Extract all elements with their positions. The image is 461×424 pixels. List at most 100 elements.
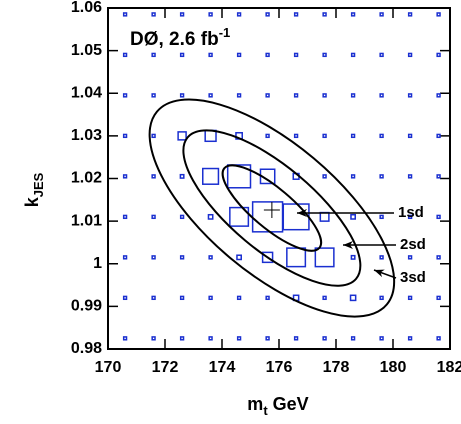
likelihood-box — [379, 133, 384, 139]
likelihood-box — [379, 12, 384, 17]
likelihood-box — [407, 93, 413, 98]
likelihood-box — [265, 12, 270, 17]
x-tick-label: 174 — [209, 359, 236, 376]
y-axis-label: kJES — [22, 172, 46, 207]
x-tick-label: 176 — [266, 359, 293, 376]
likelihood-box — [350, 174, 356, 179]
y-tick-label: 1.03 — [71, 127, 102, 144]
likelihood-box — [236, 295, 242, 301]
likelihood-box — [379, 174, 384, 179]
likelihood-box — [236, 52, 242, 58]
likelihood-box — [151, 336, 156, 341]
x-label-sub: t — [263, 403, 268, 418]
likelihood-box — [226, 164, 252, 189]
y-tick-label: 1.05 — [71, 42, 102, 59]
likelihood-box — [407, 12, 413, 17]
x-tick-label: 172 — [152, 359, 179, 376]
likelihood-box — [151, 133, 156, 139]
likelihood-box — [350, 133, 356, 139]
likelihood-box — [265, 295, 270, 301]
likelihood-box — [407, 52, 413, 58]
plot-frame — [107, 7, 451, 350]
x-label-main: m — [247, 394, 263, 414]
x-tick-label: 170 — [95, 359, 122, 376]
likelihood-box — [322, 52, 327, 58]
likelihood-box — [293, 52, 299, 58]
likelihood-box — [350, 336, 356, 341]
likelihood-box — [151, 93, 156, 98]
likelihood-box — [407, 336, 413, 341]
likelihood-box — [207, 213, 214, 220]
likelihood-box — [122, 336, 128, 341]
likelihood-box — [179, 295, 185, 301]
likelihood-box — [122, 93, 128, 98]
contour — [221, 164, 323, 252]
y-label-main: k — [22, 196, 42, 207]
likelihood-box — [179, 214, 185, 220]
y-tick-label: 1 — [93, 255, 102, 272]
annotation-sup: -1 — [219, 25, 231, 40]
likelihood-box — [293, 93, 299, 98]
y-label-sub: JES — [31, 172, 46, 197]
likelihood-box — [151, 214, 156, 220]
annotation: DØ, 2.6 fb-1 — [130, 25, 230, 50]
likelihood-box — [122, 133, 128, 139]
contour — [182, 129, 362, 287]
likelihood-box — [151, 12, 156, 17]
likelihood-box — [286, 247, 307, 268]
likelihood-box — [293, 133, 299, 139]
likelihood-box — [208, 52, 213, 58]
likelihood-box — [236, 336, 242, 341]
likelihood-box — [379, 93, 384, 98]
likelihood-box — [179, 255, 185, 260]
likelihood-box — [350, 213, 356, 220]
likelihood-box — [322, 93, 327, 98]
likelihood-box — [293, 336, 299, 341]
likelihood-box — [379, 214, 384, 220]
y-tick-label: 0.98 — [71, 340, 102, 357]
likelihood-box — [436, 214, 441, 220]
likelihood-box — [350, 12, 356, 17]
likelihood-box — [122, 295, 128, 301]
likelihood-box — [436, 174, 441, 179]
likelihood-box — [179, 52, 185, 58]
x-axis-label: mt GeV — [247, 394, 308, 418]
likelihood-box — [179, 336, 185, 341]
likelihood-box — [350, 254, 356, 260]
arrow-head — [343, 241, 353, 249]
likelihood-box — [151, 52, 156, 58]
likelihood-box — [208, 12, 213, 17]
likelihood-box — [236, 254, 242, 261]
likelihood-box — [436, 133, 441, 139]
x-tick-label: 180 — [380, 359, 407, 376]
likelihood-box — [407, 174, 413, 179]
x-tick-label: 182 — [437, 359, 461, 376]
likelihood-box — [379, 336, 384, 341]
likelihood-box — [350, 93, 356, 98]
likelihood-box — [122, 52, 128, 58]
arrow-head — [374, 269, 385, 278]
likelihood-box — [319, 211, 330, 222]
likelihood-box — [436, 93, 441, 98]
contour-label: 2sd — [400, 236, 426, 253]
likelihood-box — [265, 93, 270, 98]
likelihood-box — [122, 255, 128, 260]
likelihood-box — [177, 131, 187, 141]
likelihood-box — [208, 255, 213, 260]
likelihood-box — [265, 336, 270, 341]
likelihood-box — [122, 214, 128, 220]
likelihood-box — [151, 295, 156, 301]
likelihood-box — [322, 174, 327, 179]
x-label-unit: GeV — [268, 394, 309, 414]
likelihood-box — [293, 12, 299, 17]
likelihood-box — [436, 336, 441, 341]
likelihood-box — [436, 255, 441, 260]
likelihood-box — [322, 336, 327, 341]
likelihood-box — [379, 295, 384, 301]
likelihood-box — [204, 129, 217, 143]
y-tick-label: 1.02 — [71, 170, 102, 187]
likelihood-box — [179, 173, 185, 179]
likelihood-box — [436, 12, 441, 17]
likelihood-box — [236, 12, 242, 17]
